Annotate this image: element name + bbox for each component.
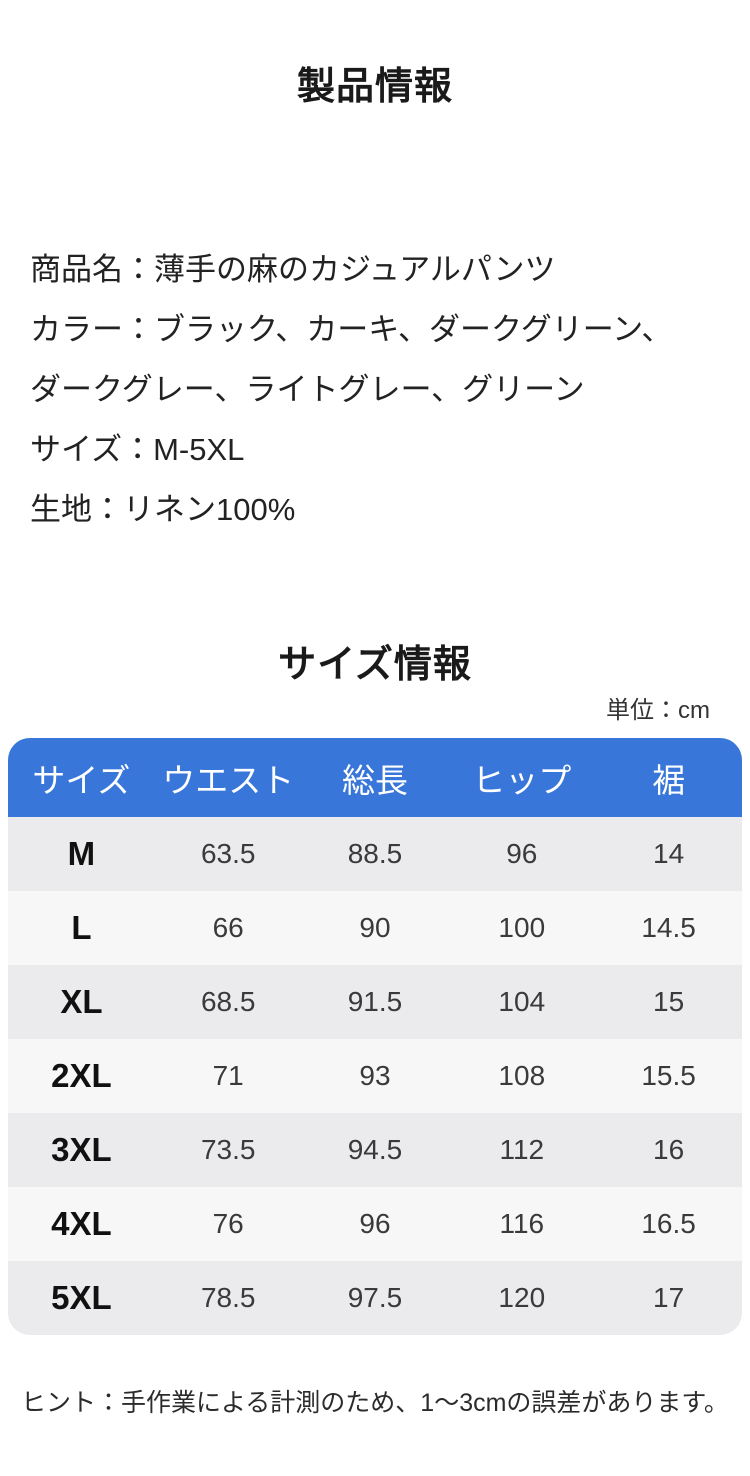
- table-cell: 108: [498, 1060, 546, 1091]
- table-cell: 96: [506, 838, 538, 869]
- size-cell: 2XL: [51, 1057, 112, 1094]
- table-cell: 73.5: [200, 1134, 256, 1165]
- size-cell: 5XL: [51, 1279, 112, 1316]
- table-row: M 63.5 88.5 96 14: [8, 817, 742, 891]
- color-line-2: ダークグレー、ライトグレー、グリーン: [30, 372, 585, 407]
- table-cell: 112: [499, 1134, 545, 1165]
- table-cell: 97.5: [347, 1282, 403, 1313]
- column-header-size: サイズ: [32, 761, 131, 799]
- size-cell: L: [71, 909, 92, 946]
- table-cell: 90: [359, 912, 391, 943]
- table-cell: 15: [653, 986, 685, 1017]
- table-cell: 88.5: [347, 838, 403, 869]
- table-row: 5XL 78.5 97.5 120 17: [8, 1261, 742, 1335]
- table-cell: 68.5: [200, 986, 256, 1017]
- table-cell: 96: [359, 1208, 391, 1239]
- size-range-line: サイズ：M-5XL: [30, 432, 245, 467]
- table-cell: 104: [498, 986, 546, 1017]
- fabric-line: 生地：リネン100%: [30, 492, 296, 527]
- size-table: サイズ ウエスト 総長 ヒップ 裾 M 63.5 88.5 96 14 L 66…: [8, 738, 742, 1335]
- table-cell: 100: [498, 912, 546, 943]
- table-cell: 116: [499, 1208, 545, 1239]
- column-header-length: 総長: [341, 761, 408, 799]
- table-row: XL 68.5 91.5 104 15: [8, 965, 742, 1039]
- table-cell: 71: [212, 1060, 244, 1091]
- table-cell: 120: [498, 1282, 546, 1313]
- color-line-1: カラー：ブラック、カーキ、ダークグリーン、: [30, 312, 673, 347]
- size-cell: M: [67, 835, 96, 872]
- table-cell: 94.5: [347, 1134, 403, 1165]
- table-cell: 76: [212, 1208, 244, 1239]
- table-cell: 14: [653, 838, 685, 869]
- size-cell: 3XL: [51, 1131, 112, 1168]
- table-row: 3XL 73.5 94.5 112 16: [8, 1113, 742, 1187]
- column-header-hem: 裾: [652, 761, 686, 799]
- product-name-line: 商品名：薄手の麻のカジュアルパンツ: [30, 252, 556, 287]
- table-row: 2XL 71 93 108 15.5: [8, 1039, 742, 1113]
- table-cell: 16.5: [641, 1208, 696, 1239]
- table-cell: 78.5: [200, 1282, 256, 1313]
- size-section-title: サイズ情報: [278, 644, 472, 686]
- measurement-hint: ヒント：手作業による計測のため、1～3cmの誤差があります。: [21, 1389, 729, 1417]
- unit-label: 単位：cm: [606, 697, 710, 724]
- column-header-waist: ウエスト: [162, 761, 295, 799]
- table-cell: 63.5: [200, 838, 256, 869]
- table-cell: 17: [653, 1282, 685, 1313]
- size-cell: XL: [60, 983, 103, 1020]
- product-info-block: 商品名：薄手の麻のカジュアルパンツ カラー：ブラック、カーキ、ダークグリーン、 …: [30, 240, 724, 540]
- column-header-hip: ヒップ: [472, 761, 572, 799]
- table-row: L 66 90 100 14.5: [8, 891, 742, 965]
- table-cell: 14.5: [641, 912, 696, 943]
- table-cell: 16: [653, 1134, 685, 1165]
- table-cell: 93: [359, 1060, 391, 1091]
- page-title: 製品情報: [296, 66, 453, 108]
- table-cell: 66: [212, 912, 244, 943]
- table-row: 4XL 76 96 116 16.5: [8, 1187, 742, 1261]
- table-cell: 91.5: [347, 986, 403, 1017]
- size-table-header: サイズ ウエスト 総長 ヒップ 裾: [8, 738, 742, 817]
- table-cell: 15.5: [641, 1060, 696, 1091]
- size-cell: 4XL: [51, 1205, 112, 1242]
